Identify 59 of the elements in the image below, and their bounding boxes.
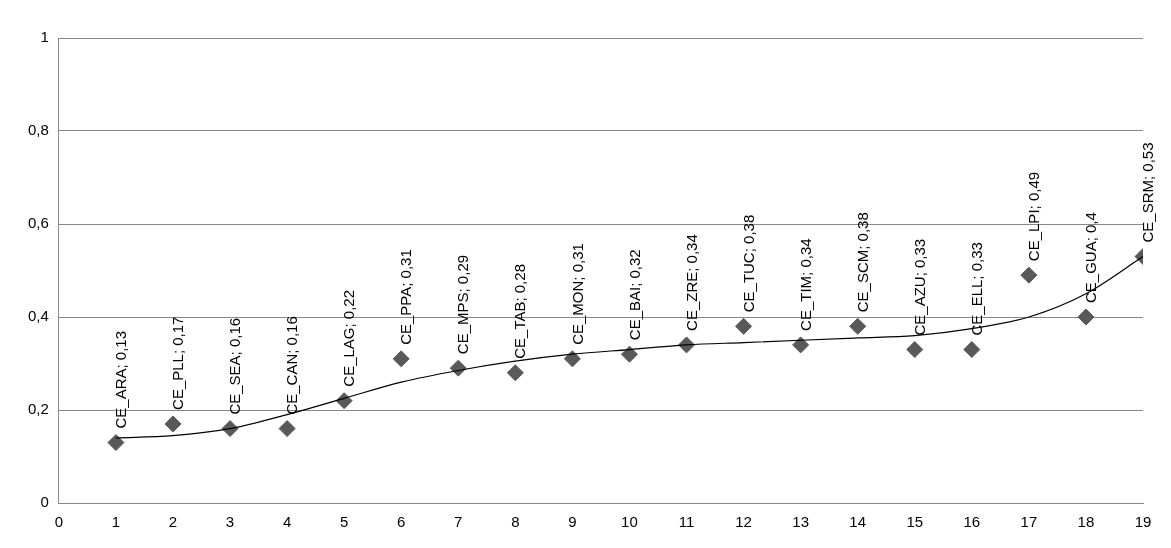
x-tick-label: 8 bbox=[511, 513, 520, 531]
y-tick-label: 0,2 bbox=[27, 400, 49, 418]
data-label: CE_SEA; 0,16 bbox=[226, 317, 244, 415]
point bbox=[620, 345, 638, 363]
data-label: CE_MON; 0,31 bbox=[568, 243, 586, 345]
data-label: CE_SRM; 0,53 bbox=[1139, 142, 1157, 243]
x-tick-label: 7 bbox=[454, 513, 463, 531]
data-label: CE_PPA; 0,31 bbox=[397, 249, 415, 345]
x-tick-label: 10 bbox=[621, 513, 638, 531]
x-tick-label: 15 bbox=[906, 513, 924, 531]
point bbox=[963, 341, 981, 359]
point bbox=[906, 341, 924, 359]
x-tick-label: 17 bbox=[1020, 513, 1038, 531]
x-tick-label: 0 bbox=[54, 513, 64, 531]
point bbox=[107, 434, 125, 452]
point bbox=[506, 364, 524, 382]
x-tick-label: 12 bbox=[735, 513, 752, 531]
data-label: CE_CAN; 0,16 bbox=[283, 316, 301, 415]
x-tick-label: 16 bbox=[963, 513, 981, 531]
data-label: CE_TIM; 0,34 bbox=[796, 238, 814, 331]
data-label: CE_ELL; 0,33 bbox=[967, 242, 985, 336]
y-tick-label: 0,8 bbox=[27, 121, 49, 139]
x-tick-label: 1 bbox=[111, 513, 121, 531]
data-label: CE_ARA; 0,13 bbox=[112, 330, 130, 429]
x-tick-label: 18 bbox=[1077, 513, 1095, 531]
point bbox=[392, 350, 410, 368]
data-label: CE_PLL; 0,17 bbox=[169, 316, 187, 410]
y-tick-label: 0,4 bbox=[27, 307, 49, 325]
data-label: CE_TAB; 0,28 bbox=[511, 264, 529, 359]
data-label: CE_GUA; 0,4 bbox=[1082, 212, 1100, 303]
point bbox=[849, 317, 867, 335]
point bbox=[1077, 308, 1095, 326]
point bbox=[563, 350, 581, 368]
data-label: CE_ZRE; 0,34 bbox=[682, 234, 700, 331]
data-label: CE_LPI; 0,49 bbox=[1025, 171, 1043, 262]
data-label: CE_SCM; 0,38 bbox=[853, 212, 871, 313]
point bbox=[735, 317, 753, 335]
data-label: CE_LAG; 0,22 bbox=[340, 289, 358, 387]
y-tick-label: 1 bbox=[40, 28, 49, 46]
x-tick-label: 4 bbox=[282, 513, 292, 531]
x-tick-label: 13 bbox=[792, 513, 809, 531]
y-tick-label: 0 bbox=[40, 493, 49, 511]
point bbox=[1020, 266, 1038, 284]
data-label: CE_AZU; 0,33 bbox=[910, 238, 928, 336]
data-label: CE_TUC; 0,38 bbox=[739, 214, 757, 313]
x-tick-label: 6 bbox=[397, 513, 406, 531]
x-tick-label: 2 bbox=[168, 513, 178, 531]
x-tick-label: 3 bbox=[225, 513, 235, 531]
y-tick-label: 0,6 bbox=[27, 214, 49, 232]
x-tick-label: 5 bbox=[339, 513, 349, 531]
x-tick-label: 14 bbox=[849, 513, 867, 531]
point bbox=[278, 420, 296, 438]
data-label: CE_BAI; 0,32 bbox=[625, 249, 643, 341]
x-tick-label: 19 bbox=[1134, 513, 1152, 531]
point bbox=[792, 336, 810, 354]
point bbox=[164, 415, 182, 433]
x-tick-label: 11 bbox=[678, 513, 695, 531]
x-tick-label: 9 bbox=[568, 513, 577, 531]
data-label: CE_MPS; 0,29 bbox=[454, 254, 472, 355]
